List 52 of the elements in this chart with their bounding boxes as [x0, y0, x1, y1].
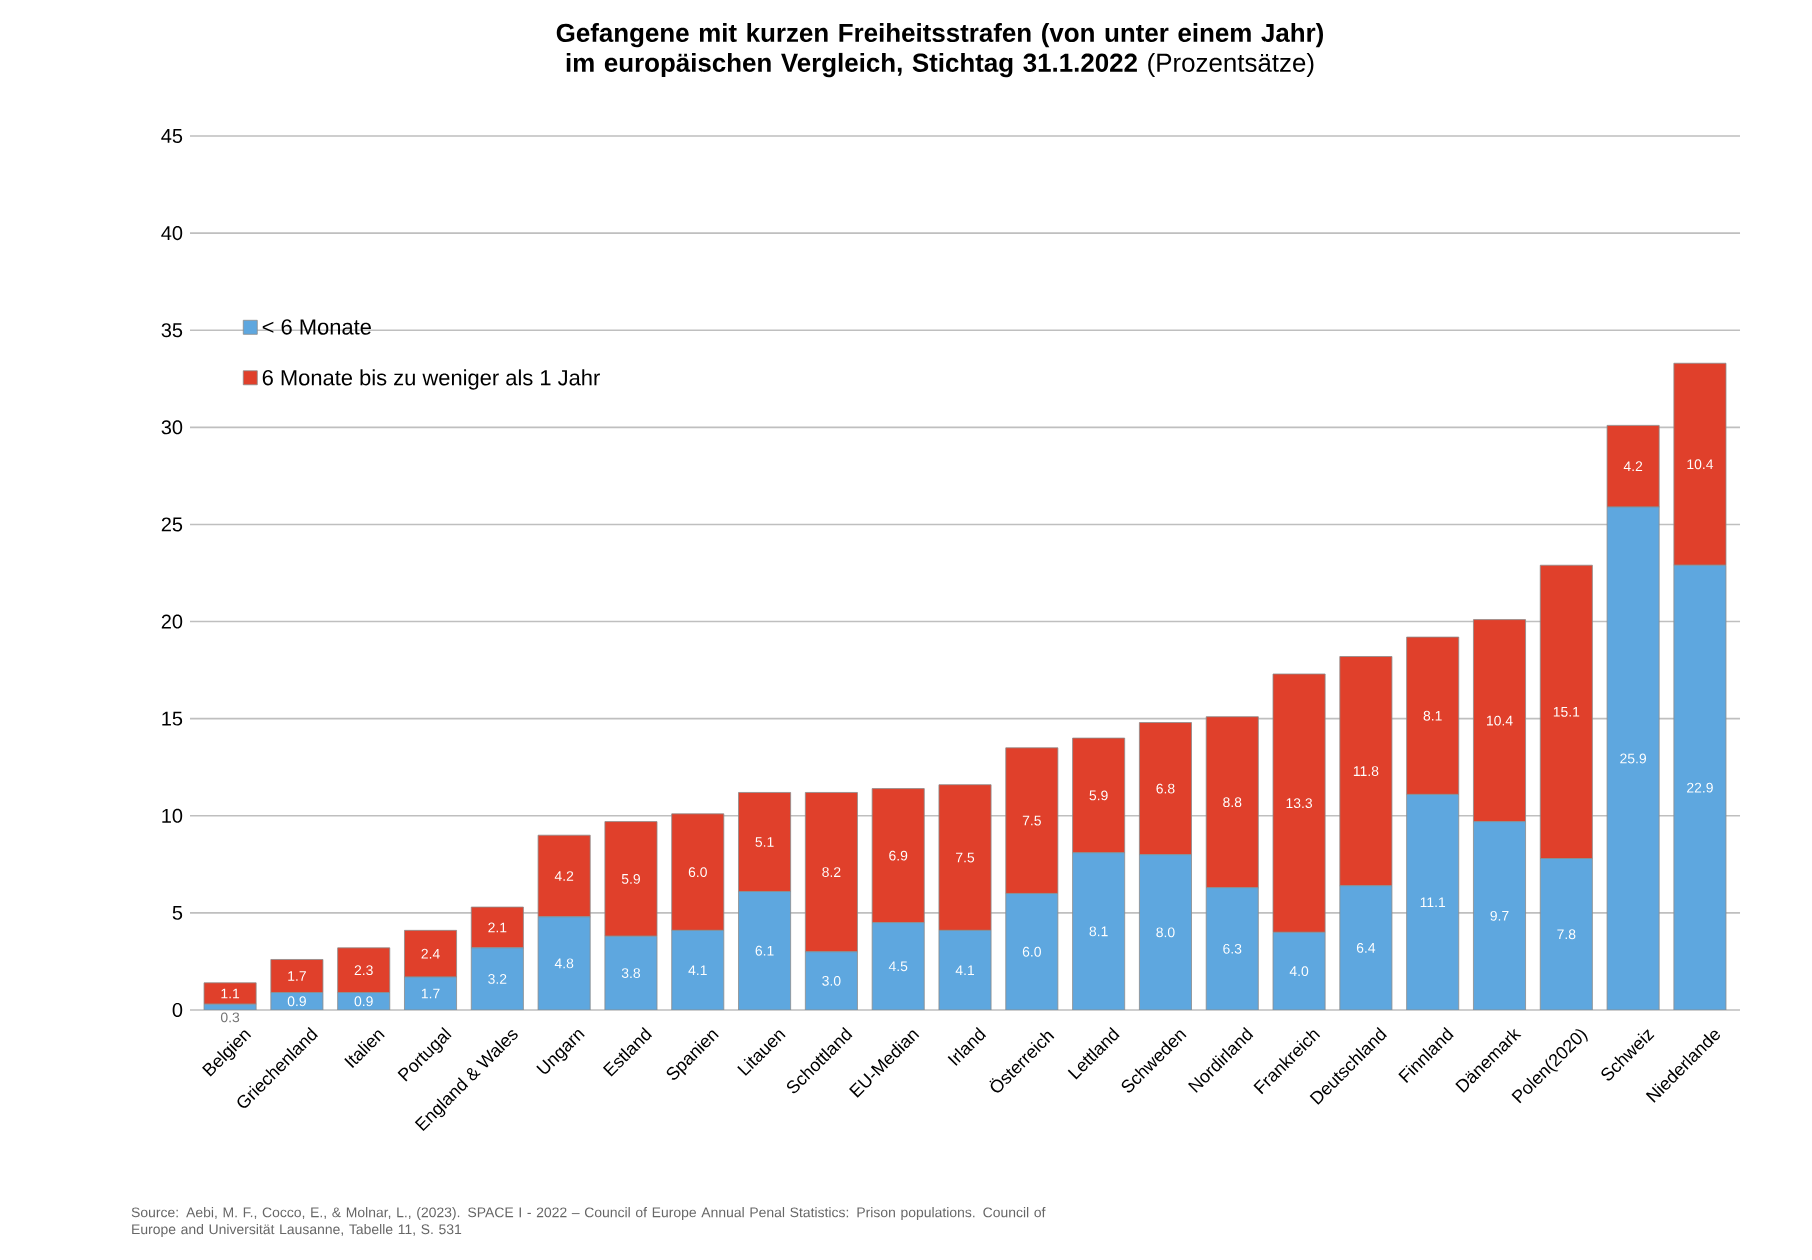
legend-label: < 6 Monate: [262, 319, 371, 335]
bar: [938, 930, 992, 1010]
bar: [1473, 821, 1526, 1010]
bar: [1539, 564, 1593, 859]
bar: [270, 959, 324, 993]
y-tick-label: 20: [161, 614, 183, 629]
bar: [1072, 852, 1125, 1010]
bar: [671, 813, 725, 931]
y-tick-label: 35: [161, 323, 183, 338]
bar: [872, 922, 925, 1010]
bar: [1139, 854, 1192, 1010]
bar: [470, 906, 524, 949]
y-tick-label: 30: [161, 420, 183, 435]
bar: [738, 891, 791, 1010]
bar: [1607, 506, 1660, 1010]
bar: [1272, 673, 1326, 933]
bar: [871, 788, 925, 923]
y-tick-label: 10: [162, 808, 183, 823]
y-tick-label: 5: [172, 905, 183, 920]
bar: [337, 947, 391, 993]
bar: [804, 792, 858, 953]
chart-title: Gefangene mit kurzen Freiheitsstrafen (von unter einem Jahr) im europäischen Vergleich, Stichtag 31.1.2022 (Prozentsätze): [556, 23, 1323, 78]
y-tick-label: 15: [162, 711, 183, 726]
y-tick-label: 40: [161, 226, 183, 241]
bar: [805, 951, 858, 1010]
bar: [1673, 564, 1727, 1010]
legend-label: 6 Monate bis zu weniger als 1 Jahr: [262, 369, 600, 390]
bar: [1540, 858, 1593, 1010]
bar: [604, 936, 658, 1010]
bar: [1005, 893, 1058, 1010]
bar: [671, 930, 724, 1010]
bar: [471, 947, 524, 1010]
bar: [1273, 932, 1326, 1010]
bar: [1005, 747, 1059, 894]
y-tick-label: 45: [161, 129, 183, 143]
bar: [538, 916, 591, 1010]
bar: [1206, 887, 1259, 1010]
bar: [738, 792, 792, 892]
bar: [938, 784, 992, 931]
bar: [1072, 737, 1126, 854]
bar: [1473, 619, 1526, 822]
y-tick-label: 25: [161, 517, 183, 532]
bar: [404, 929, 457, 978]
bar: [604, 821, 658, 937]
bar: [1138, 722, 1192, 856]
bar: [1406, 636, 1460, 795]
bar: [1339, 656, 1393, 887]
bar: [1339, 885, 1392, 1010]
bar: [537, 834, 591, 918]
bar: [1205, 716, 1259, 889]
bar: [1406, 794, 1459, 1010]
y-tick-label: 0: [172, 1002, 183, 1018]
